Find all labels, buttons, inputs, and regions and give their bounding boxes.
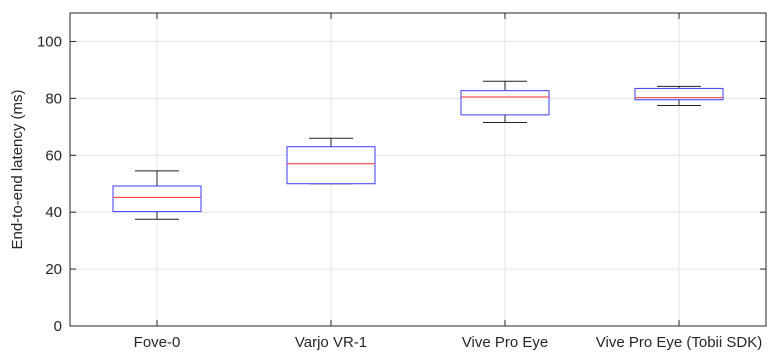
y-tick-label: 80: [45, 90, 62, 107]
y-axis-label: End-to-end latency (ms): [9, 89, 26, 249]
x-tick-label: Fove-0: [134, 334, 181, 351]
box-group: [634, 85, 724, 106]
plot-frame: [69, 12, 767, 327]
x-axis-ticks: Fove-0 Varjo VR-1 Vive Pro Eye Vive Pro Eye…: [134, 13, 762, 351]
box-group: [286, 137, 376, 185]
boxes: [112, 80, 724, 220]
box: [634, 87, 724, 101]
box-group: [460, 80, 550, 124]
box-group: [112, 170, 202, 220]
x-tick-label: Vive Pro Eye: [462, 334, 548, 351]
y-tick-label: 0: [54, 318, 62, 335]
y-tick-label: 60: [45, 147, 62, 164]
y-tick-label: 100: [37, 33, 62, 50]
box: [112, 185, 202, 213]
y-tick-label: 40: [45, 204, 62, 221]
y-axis-ticks: 0 20 40 60 80 100: [37, 33, 766, 335]
x-tick-label: Varjo VR-1: [295, 334, 367, 351]
y-tick-label: 20: [45, 261, 62, 278]
grid-lines: [70, 13, 766, 327]
box: [286, 146, 376, 185]
box: [460, 90, 550, 116]
x-tick-label: Vive Pro Eye (Tobii SDK): [596, 334, 762, 351]
